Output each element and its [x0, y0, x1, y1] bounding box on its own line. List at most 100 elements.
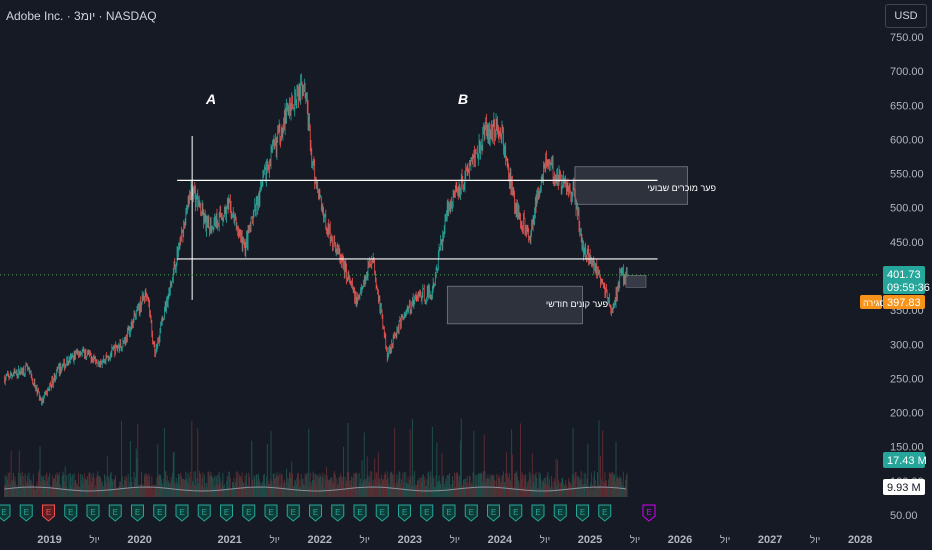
- sell-zone-label: פער מוכרים שבועי: [647, 183, 716, 193]
- currency-button[interactable]: USD: [885, 4, 927, 28]
- time-tick-label: יול: [89, 534, 100, 546]
- earnings-icon-letter: E: [246, 508, 251, 517]
- earnings-icon: [64, 504, 78, 522]
- earnings-icon: [442, 504, 456, 522]
- earnings-icon-letter: E: [446, 508, 451, 517]
- drawings-layer: [0, 136, 880, 325]
- earnings-icon-letter: E: [1, 508, 6, 517]
- earnings-icon-letter: E: [580, 508, 585, 517]
- earnings-icon-letter: E: [90, 508, 95, 517]
- earnings-icon: [220, 504, 233, 522]
- time-tick-label: 2022: [308, 534, 332, 546]
- last-price-value: 401.73: [887, 269, 921, 281]
- price-tick-label: 600.00: [890, 134, 924, 146]
- countdown-value: 09:59:36: [887, 282, 930, 294]
- price-tick-label: 200.00: [890, 408, 924, 420]
- earnings-icon-letter: E: [291, 508, 296, 517]
- time-tick-label: 2021: [217, 534, 241, 546]
- earnings-icon-letter: E: [135, 508, 140, 517]
- earnings-icon: [353, 504, 367, 522]
- earnings-icon-letter: E: [224, 508, 229, 517]
- earnings-icon: [309, 504, 322, 522]
- earnings-icon: [642, 504, 656, 522]
- price-tick-label: 450.00: [890, 237, 924, 249]
- price-tick-label: 750.00: [890, 32, 924, 44]
- time-tick-label: יול: [540, 534, 551, 546]
- earnings-icon: [487, 504, 500, 522]
- time-tick-label: יול: [269, 534, 280, 546]
- position-box: [625, 275, 647, 288]
- price-tick-label: 650.00: [890, 100, 924, 112]
- target-price-tag: [883, 295, 925, 309]
- price-tick-label: 50.00: [890, 510, 918, 522]
- volume-layer: [4, 418, 628, 497]
- earnings-icon: [131, 504, 144, 522]
- earnings-icon: [175, 504, 189, 522]
- time-tick-label: יול: [720, 534, 731, 546]
- price-tick-label: 500.00: [890, 203, 924, 215]
- earnings-icon-letter: E: [558, 508, 563, 517]
- earnings-icon: [242, 504, 256, 522]
- earnings-icon: [0, 504, 11, 522]
- price-tick-label: 550.00: [890, 169, 924, 181]
- earnings-icon: [108, 504, 122, 522]
- time-tick-label: 2020: [127, 534, 151, 546]
- buy-zone-label: פער קונים חודשי: [546, 299, 608, 309]
- target-tag-label-box: [860, 295, 882, 309]
- time-tick-label: יול: [810, 534, 821, 546]
- earnings-icon: [464, 504, 478, 522]
- earnings-icon: [42, 504, 55, 522]
- earnings-icon-letter: E: [357, 508, 362, 517]
- earnings-icon: [153, 504, 167, 522]
- earnings-icon: [286, 504, 300, 522]
- earnings-icon-letter: E: [24, 508, 29, 517]
- earnings-icon-letter: E: [513, 508, 518, 517]
- time-tick-label: יול: [360, 534, 371, 546]
- earnings-icon-letter: E: [491, 508, 496, 517]
- time-tick-label: 2025: [578, 534, 602, 546]
- earnings-icon-letter: E: [179, 508, 184, 517]
- volume-average-line: [4, 486, 627, 492]
- time-tick-label: יול: [450, 534, 461, 546]
- earnings-icon: [553, 504, 567, 522]
- time-axis: 2019 יול 2020 2021 יול 2022 יול 2023 יול 2024 יול 2…: [37, 534, 872, 546]
- chart-title: Adobe Inc. · 3יומ · NASDAQ: [6, 9, 157, 23]
- earnings-icon-letter: E: [335, 508, 340, 517]
- earnings-icon-letter: E: [535, 508, 540, 517]
- earnings-icon: [598, 504, 612, 522]
- price-axis: 750.00 700.00 650.00 600.00 550.00 500.00 450.…: [890, 32, 924, 522]
- earnings-icon-letter: E: [113, 508, 118, 517]
- earnings-icon-letter: E: [268, 508, 273, 517]
- target-tag-label: סגירה: [863, 298, 885, 308]
- price-tick-label: 250.00: [890, 373, 924, 385]
- earnings-icon: [420, 504, 434, 522]
- earnings-icon: [331, 504, 345, 522]
- earnings-icon: [86, 504, 100, 522]
- time-tick-label: 2028: [848, 534, 872, 546]
- earnings-icon-letter: E: [68, 508, 73, 517]
- price-tick-label: 150.00: [890, 442, 924, 454]
- earnings-icon-letter: E: [424, 508, 429, 517]
- earnings-icon-letter: E: [602, 508, 607, 517]
- price-tick-label: 700.00: [890, 66, 924, 78]
- earnings-icon: [375, 504, 389, 522]
- wave-label-b: B: [458, 91, 468, 107]
- earnings-icon-letter: E: [469, 508, 474, 517]
- time-tick-label: 2024: [488, 534, 513, 546]
- price-zone: [446, 285, 583, 325]
- candles-layer: [4, 73, 628, 406]
- time-tick-label: 2026: [668, 534, 692, 546]
- time-tick-label: 2019: [37, 534, 61, 546]
- earnings-icon: [264, 504, 278, 522]
- price-tick-label: 300.00: [890, 339, 924, 351]
- time-tick-label: 2027: [758, 534, 782, 546]
- volume-avg-value: 9.93 M: [887, 482, 921, 494]
- time-tick-label: 2023: [398, 534, 422, 546]
- volume-last-value: 17.43 M: [887, 455, 927, 467]
- earnings-icon-letter: E: [380, 508, 385, 517]
- earnings-icon: [19, 504, 33, 522]
- earnings-icon-letter: E: [646, 508, 651, 517]
- earnings-icon-letter: E: [313, 508, 318, 517]
